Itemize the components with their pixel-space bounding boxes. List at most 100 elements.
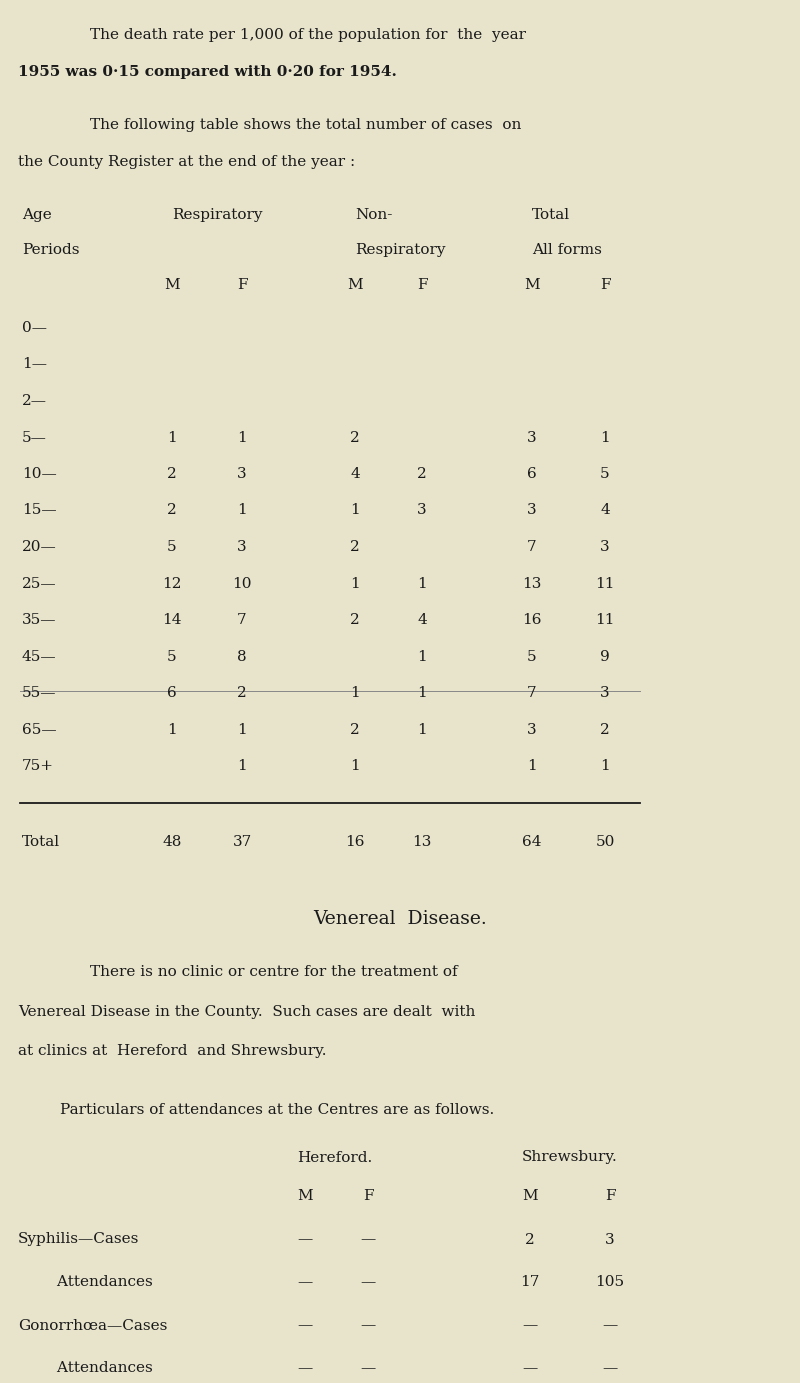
Text: 3: 3: [527, 722, 537, 737]
Text: 10: 10: [232, 577, 252, 591]
Text: 12: 12: [162, 577, 182, 591]
Text: The following table shows the total number of cases  on: The following table shows the total numb…: [90, 118, 522, 131]
Text: 7: 7: [237, 613, 247, 626]
Text: 48: 48: [162, 834, 182, 849]
Text: 45—: 45—: [22, 650, 57, 664]
Text: 1: 1: [350, 503, 360, 517]
Text: 1: 1: [167, 430, 177, 444]
Text: There is no clinic or centre for the treatment of: There is no clinic or centre for the tre…: [90, 964, 458, 979]
Text: Non-: Non-: [355, 207, 392, 223]
Text: F: F: [600, 278, 610, 292]
Text: 6: 6: [167, 686, 177, 700]
Text: Respiratory: Respiratory: [172, 207, 262, 223]
Text: 20—: 20—: [22, 539, 57, 555]
Text: —: —: [360, 1318, 376, 1332]
Text: 1—: 1—: [22, 357, 47, 372]
Text: 1: 1: [350, 759, 360, 773]
Text: the County Register at the end of the year :: the County Register at the end of the ye…: [18, 155, 355, 169]
Text: 1: 1: [417, 722, 427, 737]
Text: 2—: 2—: [22, 394, 47, 408]
Text: 1: 1: [350, 686, 360, 700]
Text: 2: 2: [167, 467, 177, 481]
Text: M: M: [164, 278, 180, 292]
Text: Total: Total: [532, 207, 570, 223]
Text: 2: 2: [350, 539, 360, 555]
Text: 2: 2: [350, 430, 360, 444]
Text: Periods: Periods: [22, 243, 79, 257]
Text: Attendances: Attendances: [18, 1275, 153, 1289]
Text: 1: 1: [600, 430, 610, 444]
Text: 3: 3: [605, 1232, 615, 1246]
Text: 11: 11: [595, 577, 614, 591]
Text: 11: 11: [595, 613, 614, 626]
Text: 65—: 65—: [22, 722, 57, 737]
Text: M: M: [297, 1188, 313, 1202]
Text: 1: 1: [417, 686, 427, 700]
Text: 4: 4: [417, 613, 427, 626]
Text: 105: 105: [595, 1275, 625, 1289]
Text: F: F: [237, 278, 247, 292]
Text: 50: 50: [595, 834, 614, 849]
Text: 17: 17: [520, 1275, 540, 1289]
Text: 4: 4: [600, 503, 610, 517]
Text: Syphilis—Cases: Syphilis—Cases: [18, 1232, 139, 1246]
Text: 1: 1: [600, 759, 610, 773]
Text: 5: 5: [527, 650, 537, 664]
Text: 3: 3: [237, 467, 247, 481]
Text: 1: 1: [167, 722, 177, 737]
Text: —: —: [360, 1275, 376, 1289]
Text: M: M: [522, 1188, 538, 1202]
Text: 13: 13: [412, 834, 432, 849]
Text: 35—: 35—: [22, 613, 57, 626]
Text: 2: 2: [167, 503, 177, 517]
Text: Total: Total: [22, 834, 60, 849]
Text: F: F: [605, 1188, 615, 1202]
Text: 25—: 25—: [22, 577, 57, 591]
Text: 5: 5: [600, 467, 610, 481]
Text: —: —: [360, 1232, 376, 1246]
Text: 3: 3: [417, 503, 427, 517]
Text: 2: 2: [525, 1232, 535, 1246]
Text: Venereal Disease in the County.  Such cases are dealt  with: Venereal Disease in the County. Such cas…: [18, 1004, 475, 1018]
Text: 0—: 0—: [22, 321, 47, 335]
Text: The death rate per 1,000 of the population for  the  year: The death rate per 1,000 of the populati…: [90, 28, 526, 41]
Text: 55—: 55—: [22, 686, 57, 700]
Text: 3: 3: [600, 539, 610, 555]
Text: F: F: [362, 1188, 374, 1202]
Text: Venereal  Disease.: Venereal Disease.: [313, 910, 487, 928]
Text: 1: 1: [237, 759, 247, 773]
Text: 7: 7: [527, 686, 537, 700]
Text: 3: 3: [527, 503, 537, 517]
Text: —: —: [298, 1361, 313, 1376]
Text: 5: 5: [167, 650, 177, 664]
Text: 1: 1: [237, 430, 247, 444]
Text: Shrewsbury.: Shrewsbury.: [522, 1151, 618, 1164]
Text: —: —: [522, 1361, 538, 1376]
Text: Gonorrhœa—Cases: Gonorrhœa—Cases: [18, 1318, 167, 1332]
Text: F: F: [417, 278, 427, 292]
Text: 2: 2: [600, 722, 610, 737]
Text: —: —: [522, 1318, 538, 1332]
Text: —: —: [298, 1318, 313, 1332]
Text: 16: 16: [522, 613, 542, 626]
Text: 2: 2: [350, 722, 360, 737]
Text: Age: Age: [22, 207, 52, 223]
Text: Particulars of attendances at the Centres are as follows.: Particulars of attendances at the Centre…: [60, 1102, 494, 1116]
Text: 7: 7: [527, 539, 537, 555]
Text: 16: 16: [346, 834, 365, 849]
Text: All forms: All forms: [532, 243, 602, 257]
Text: 3: 3: [600, 686, 610, 700]
Text: 64: 64: [522, 834, 542, 849]
Text: —: —: [298, 1275, 313, 1289]
Text: M: M: [347, 278, 363, 292]
Text: 3: 3: [527, 430, 537, 444]
Text: 1: 1: [527, 759, 537, 773]
Text: M: M: [524, 278, 540, 292]
Text: Hereford.: Hereford.: [298, 1151, 373, 1164]
Text: —: —: [298, 1232, 313, 1246]
Text: 1: 1: [417, 577, 427, 591]
Text: 6: 6: [527, 467, 537, 481]
Text: 1: 1: [417, 650, 427, 664]
Text: at clinics at  Hereford  and Shrewsbury.: at clinics at Hereford and Shrewsbury.: [18, 1044, 326, 1058]
Text: 1: 1: [237, 503, 247, 517]
